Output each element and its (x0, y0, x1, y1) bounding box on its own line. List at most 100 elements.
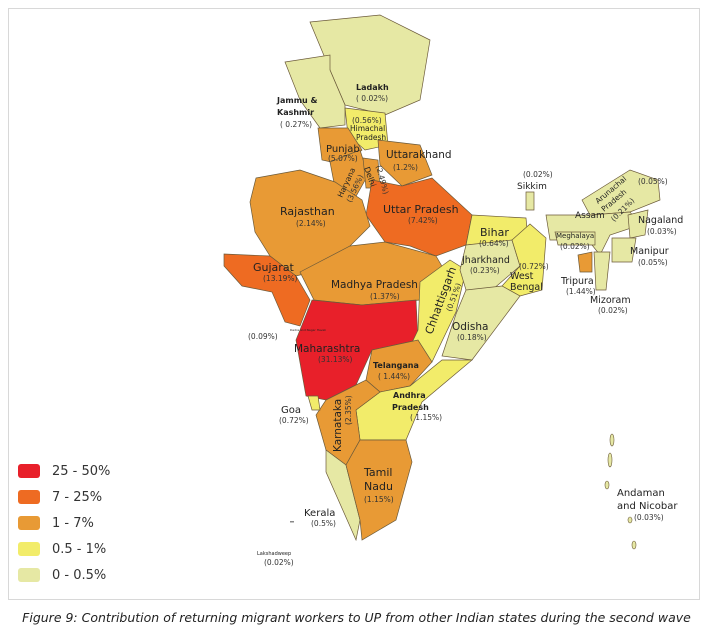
state-chhattisgarh (405, 259, 467, 363)
legend-item: 7 - 25% (18, 484, 110, 510)
label-andaman-1: Andaman (617, 488, 665, 499)
label-jk-2: Kashmir (277, 108, 314, 117)
legend-item: 0 - 0.5% (18, 562, 110, 588)
value-odisha: (0.18%) (457, 333, 487, 342)
label-tamil-nadu-1: Tamil (363, 466, 392, 479)
legend-swatch (18, 464, 40, 478)
state-mizoram (593, 251, 611, 291)
value-goa: (0.72%) (279, 416, 309, 425)
value-rajasthan: (2.14%) (296, 219, 326, 228)
label-karnataka: Karnataka (332, 399, 344, 452)
state-west-bengal (501, 223, 547, 297)
value-manipur: (0.05%) (638, 258, 668, 267)
state-goa (307, 395, 321, 411)
value-west-bengal: (0.72%) (519, 262, 549, 271)
value-dnh: (0.09%) (248, 332, 278, 341)
value-andaman: (0.03%) (634, 513, 664, 522)
value-maharashtra: (31.13%) (318, 355, 353, 364)
value-tripura: (1.44%) (566, 287, 596, 296)
value-karnataka: (2.35%) (344, 395, 353, 425)
value-gujarat: (13.19%) (263, 274, 298, 283)
state-tripura (577, 251, 593, 273)
state-maharashtra (295, 299, 419, 401)
label-andaman-2: and Nicobar (617, 501, 678, 512)
value-telangana: ( 1.44%) (378, 372, 410, 381)
label-gujarat: Gujarat (253, 261, 295, 274)
label-dnh: Dadra and Nagar Haveli (290, 328, 326, 332)
label-nagaland: Nagaland (638, 215, 683, 226)
label-kerala: Kerala (304, 508, 335, 519)
label-andhra-2: Pradesh (392, 403, 429, 412)
label-tamil-nadu-2: Nadu (364, 480, 393, 493)
state-uttarakhand (377, 139, 433, 187)
value-bihar: (0.64%) (479, 239, 509, 248)
legend-label: 0.5 - 1% (52, 541, 107, 557)
legend-item: 25 - 50% (18, 458, 110, 484)
figure-caption: Figure 9: Contribution of returning migr… (22, 610, 691, 625)
legend-swatch (18, 516, 40, 530)
label-west-bengal-2: Bengal (510, 282, 543, 293)
state-jammu-kashmir (284, 54, 346, 129)
value-tamil-nadu: (1.15%) (364, 495, 394, 504)
state-uttar-pradesh (365, 177, 473, 257)
state-gujarat (223, 253, 311, 327)
legend-swatch (18, 542, 40, 556)
lakshadweep-mark (290, 521, 294, 523)
label-meghalaya: Meghalaya (556, 232, 594, 240)
value-lakshadweep: (0.02%) (264, 558, 294, 567)
label-ladakh: Ladakh (356, 83, 389, 92)
label-lakshadweep: Lakshadweep (257, 551, 291, 557)
value-nagaland: (0.03%) (647, 227, 677, 236)
state-sikkim (525, 191, 535, 211)
label-himachal-1: Himachal (350, 124, 385, 133)
label-sikkim: Sikkim (517, 182, 547, 192)
legend-label: 0 - 0.5% (52, 567, 107, 583)
label-tripura: Tripura (560, 276, 594, 287)
label-jharkhand: Jharkhand (461, 255, 510, 266)
label-andhra-1: Andhra (393, 391, 426, 400)
label-punjab: Punjab (326, 144, 360, 155)
label-uttar-pradesh: Uttar Pradesh (383, 203, 459, 216)
label-madhya-pradesh: Madhya Pradesh (331, 279, 418, 291)
value-madhya-pradesh: (1.37%) (370, 292, 400, 301)
label-manipur: Manipur (630, 246, 669, 257)
value-arunachal: (0.05%) (638, 177, 668, 186)
state-kerala (325, 449, 361, 542)
state-shapes (223, 14, 661, 550)
label-telangana: Telangana (373, 361, 419, 370)
state-tamil-nadu (345, 439, 413, 541)
legend-item: 0.5 - 1% (18, 536, 110, 562)
label-maharashtra: Maharashtra (294, 343, 360, 355)
state-labels: Ladakh ( 0.02%) Jammu & Kashmir ( 0.27%)… (248, 83, 683, 567)
andaman-islands (604, 433, 637, 550)
label-jk-1: Jammu & (276, 96, 318, 105)
value-sikkim: (0.02%) (523, 170, 553, 179)
legend-item: 1 - 7% (18, 510, 110, 536)
value-uttar-pradesh: (7.42%) (408, 216, 438, 225)
label-assam: Assam (575, 211, 605, 221)
state-karnataka (315, 379, 381, 466)
label-bihar: Bihar (480, 226, 509, 239)
legend-label: 7 - 25% (52, 489, 103, 505)
label-goa: Goa (281, 405, 301, 416)
label-west-bengal-1: West (510, 271, 534, 282)
legend-label: 25 - 50% (52, 463, 111, 479)
value-meghalaya: (0.02%) (560, 242, 590, 251)
label-odisha: Odisha (452, 321, 488, 333)
map-legend: 25 - 50% 7 - 25% 1 - 7% 0.5 - 1% 0 - 0.5% (18, 458, 110, 588)
label-rajasthan: Rajasthan (280, 205, 335, 218)
legend-swatch (18, 490, 40, 504)
value-himachal: (0.56%) (352, 116, 382, 125)
label-uttarakhand: Uttarakhand (386, 149, 452, 161)
label-himachal-2: Pradesh (356, 133, 386, 142)
value-andhra: ( 1.15%) (410, 413, 442, 422)
value-kerala: (0.5%) (311, 519, 336, 528)
value-uttarakhand: (1.2%) (393, 163, 418, 172)
value-jharkhand: (0.23%) (470, 266, 500, 275)
value-mizoram: (0.02%) (598, 306, 628, 315)
label-mizoram: Mizoram (590, 295, 631, 306)
legend-swatch (18, 568, 40, 582)
state-nagaland (627, 209, 649, 239)
value-ladakh: ( 0.02%) (356, 94, 388, 103)
